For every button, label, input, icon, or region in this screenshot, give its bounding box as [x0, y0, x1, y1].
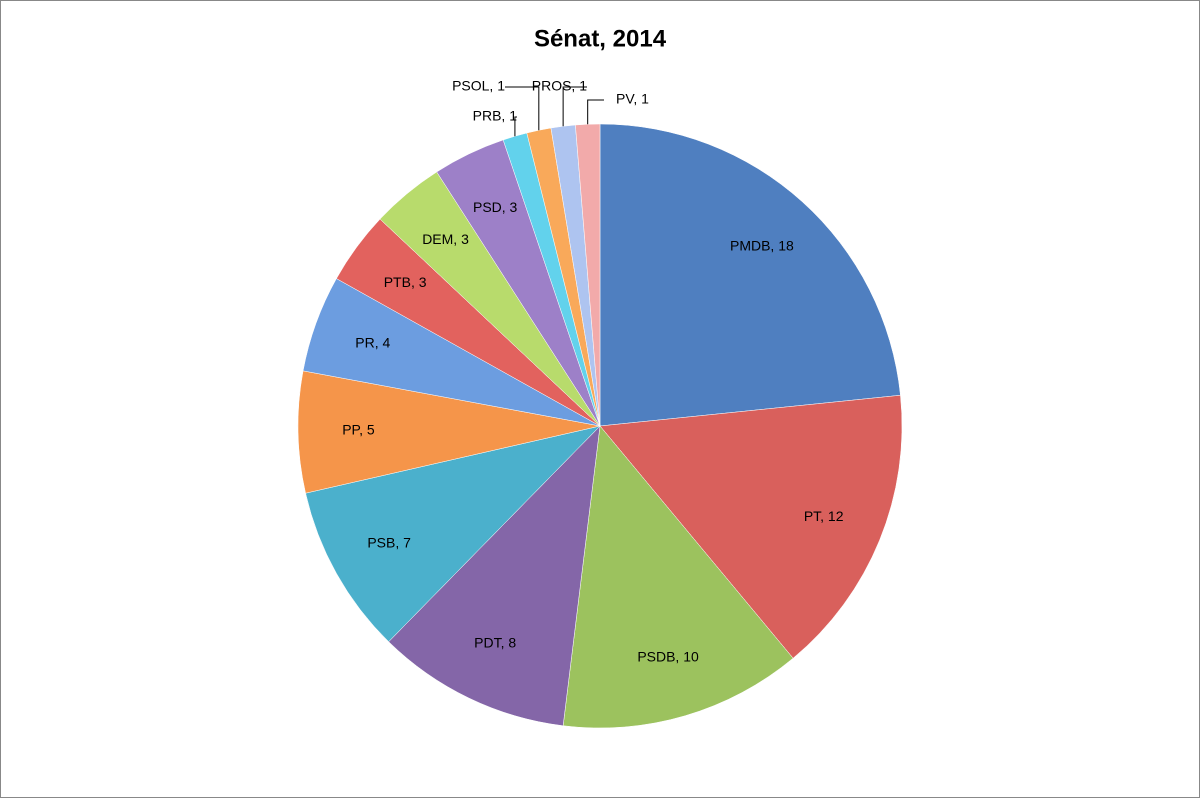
leader-line: [505, 86, 540, 131]
data-label: PSDB, 10: [637, 649, 699, 665]
pie-slice: [575, 123, 601, 427]
data-label: PSOL, 1: [452, 78, 505, 94]
pie-slice: [599, 394, 903, 659]
pie-slice: [297, 370, 601, 494]
leader-line: [514, 116, 517, 137]
data-label: PP, 5: [342, 422, 375, 438]
data-label: PTB, 3: [384, 274, 427, 290]
data-label: PROS, 1: [532, 78, 587, 94]
data-label: PRB, 1: [473, 108, 518, 124]
data-label: PMDB, 18: [730, 237, 794, 253]
leader-line: [562, 86, 587, 127]
pie-slice: [388, 425, 601, 727]
chart-title: Sénat, 2014: [534, 25, 667, 52]
pie-slice: [599, 123, 901, 427]
pie-slice: [562, 425, 794, 729]
data-label: PDT, 8: [474, 634, 516, 650]
leader-line: [587, 99, 604, 125]
data-label: PSB, 7: [367, 535, 411, 551]
pie-slice: [305, 425, 601, 643]
data-label: PV, 1: [616, 91, 649, 107]
data-label: PSD, 3: [473, 199, 518, 215]
data-label: DEM, 3: [422, 231, 469, 247]
data-label: PT, 12: [804, 508, 844, 524]
data-label: PR, 4: [355, 335, 390, 351]
